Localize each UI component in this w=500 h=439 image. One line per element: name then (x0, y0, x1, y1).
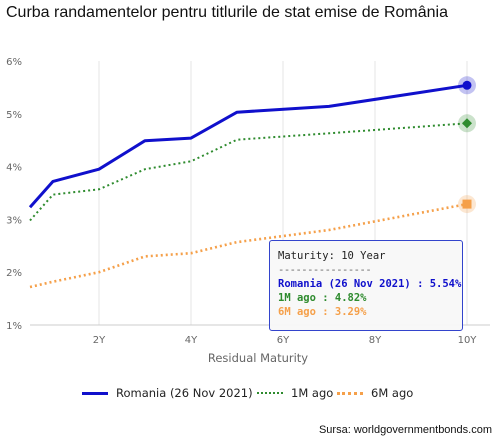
legend-swatch-1m (257, 392, 283, 394)
tooltip-line-current: Romania (26 Nov 2021) : 5.54% (278, 278, 462, 290)
tooltip-line-6m: 6M ago : 3.29% (278, 306, 367, 318)
y-tick-label: 5% (6, 110, 22, 121)
y-tick-label: 3% (6, 215, 22, 226)
series-line-0 (28, 83, 468, 209)
x-tick-label: 8Y (369, 335, 382, 346)
tooltip-title: Maturity: 10 Year (278, 250, 386, 262)
series-line-1 (29, 122, 468, 222)
tooltip-line-1m: 1M ago : 4.82% (278, 292, 367, 304)
x-tick-label: 4Y (185, 335, 198, 346)
x-axis-label: Residual Maturity (208, 351, 308, 365)
series-line-2 (29, 202, 468, 289)
x-tick-label: 6Y (277, 335, 290, 346)
legend-item-6m[interactable]: 6M ago (337, 386, 413, 400)
series-marker-2 (462, 199, 472, 209)
legend-label-6m: 6M ago (371, 386, 414, 400)
legend-swatch-current (82, 391, 108, 395)
y-tick-label: 1% (6, 321, 22, 332)
legend-item-current[interactable]: Romania (26 Nov 2021) (82, 386, 253, 400)
yield-curve-chart: 1% 2% 3% 4% 5% 6% 2Y 4Y 6Y 8Y 10Y Residual Maturity (6, 57, 490, 365)
series-marker-1 (462, 118, 472, 129)
legend-label-current: Romania (26 Nov 2021) (116, 386, 253, 400)
y-tick-label: 4% (6, 163, 22, 174)
legend-item-1m[interactable]: 1M ago (257, 386, 333, 400)
tooltip: Maturity: 10 Year ---------------- Roman… (269, 240, 463, 331)
source-credit: Sursa: worldgovernmentbonds.com (318, 424, 492, 436)
x-tick-label: 2Y (93, 335, 106, 346)
tooltip-separator: ---------------- (278, 264, 372, 276)
x-tick-label: 10Y (458, 335, 478, 346)
series-marker-0 (462, 80, 472, 90)
legend-label-1m: 1M ago (291, 386, 334, 400)
y-tick-label: 2% (6, 268, 22, 279)
y-tick-label: 6% (6, 57, 22, 68)
chart-title: Curba randamentelor pentru titlurile de … (6, 4, 449, 21)
legend: Romania (26 Nov 2021) 1M ago 6M ago (0, 386, 500, 404)
legend-swatch-6m (337, 391, 363, 395)
